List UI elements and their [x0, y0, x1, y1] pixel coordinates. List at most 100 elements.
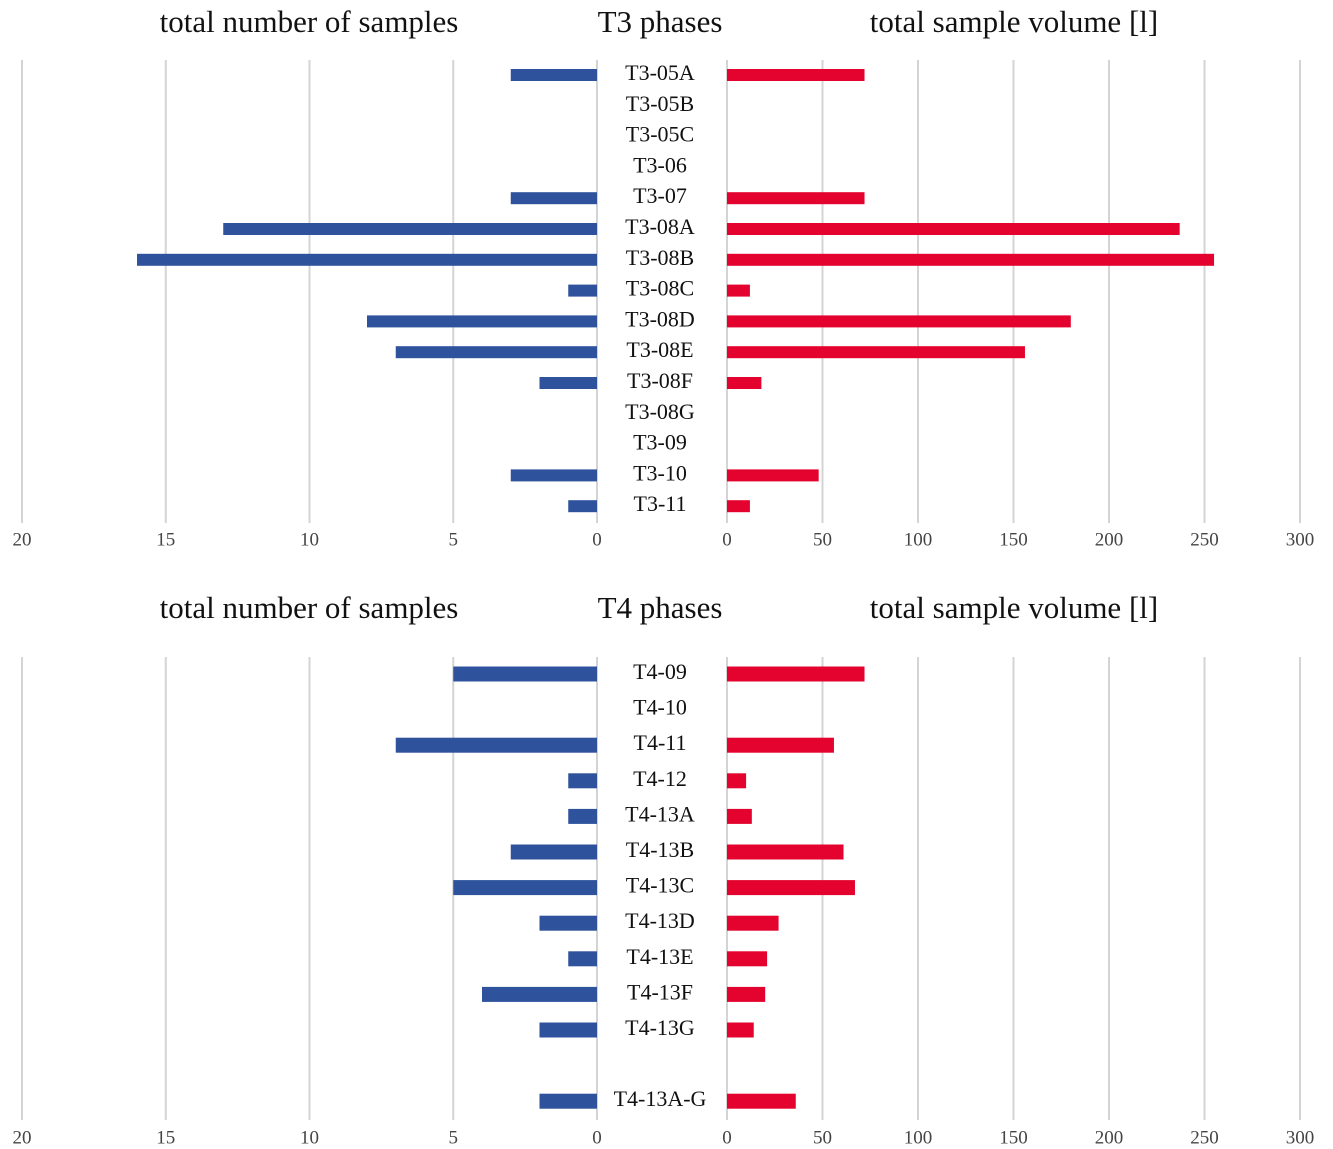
bar-right-T3-07	[727, 192, 865, 205]
category-label: T4-13A	[625, 801, 695, 826]
category-label: T3-11	[634, 491, 687, 516]
category-label: T3-05C	[626, 122, 694, 147]
bar-left-T3-10	[510, 469, 597, 482]
category-label: T4-10	[633, 695, 687, 720]
bar-right-T4-13A-G	[727, 1093, 796, 1109]
bar-right-T3-08B	[727, 253, 1215, 266]
bar-left-T3-08D	[367, 315, 597, 328]
bar-right-T4-13D	[727, 915, 779, 931]
chart-title: T3 phases	[598, 4, 723, 39]
left-axis-title: total number of samples	[160, 4, 459, 39]
category-label: T4-09	[633, 659, 687, 684]
right-tick-label: 150	[999, 1127, 1028, 1148]
left-tick-label: 10	[300, 529, 319, 550]
left-tick-label: 15	[156, 529, 175, 550]
left-tick-label: 5	[449, 1127, 459, 1148]
bar-right-T4-13A	[727, 808, 752, 824]
category-label: T4-12	[633, 766, 687, 791]
bar-right-T4-12	[727, 773, 747, 789]
chart-title: T4 phases	[598, 590, 723, 625]
right-tick-label: 250	[1190, 1127, 1219, 1148]
category-label: T3-08F	[627, 368, 693, 393]
bar-left-T3-08A	[223, 223, 597, 235]
category-label: T3-05A	[625, 60, 695, 85]
bar-left-T4-13C	[453, 880, 597, 896]
right-tick-label: 300	[1286, 1127, 1315, 1148]
category-label: T4-13E	[626, 944, 693, 969]
bar-left-T3-08F	[539, 377, 597, 389]
category-label: T3-08A	[625, 214, 695, 239]
bar-right-T3-08E	[727, 346, 1025, 359]
bar-right-T3-08A	[727, 223, 1180, 235]
category-label: T4-13F	[627, 979, 693, 1004]
category-label: T3-08B	[626, 245, 694, 270]
category-label: T3-08G	[625, 399, 695, 424]
right-tick-label: 200	[1095, 529, 1124, 550]
bar-right-T4-13C	[727, 880, 855, 896]
right-tick-label: 50	[813, 529, 832, 550]
category-label: T3-07	[633, 183, 687, 208]
left-tick-label: 0	[592, 1127, 602, 1148]
right-tick-label: 300	[1286, 529, 1315, 550]
left-tick-label: 20	[13, 529, 32, 550]
category-label: T3-10	[633, 460, 687, 485]
bar-left-T4-13B	[510, 844, 597, 860]
bar-right-T4-13G	[727, 1022, 754, 1038]
category-label: T3-06	[633, 152, 687, 177]
bar-left-T4-13D	[539, 915, 597, 931]
category-label: T4-13G	[625, 1015, 695, 1040]
bar-left-T3-11	[568, 500, 597, 513]
right-tick-label: 150	[999, 529, 1028, 550]
left-axis-title: total number of samples	[160, 590, 459, 625]
bar-left-T3-08C	[568, 284, 597, 297]
category-label: T3-09	[633, 430, 687, 455]
bar-left-T4-13E	[568, 951, 597, 967]
bar-right-T3-05A	[727, 69, 865, 81]
left-tick-label: 15	[156, 1127, 175, 1148]
right-tick-label: 250	[1190, 529, 1219, 550]
left-tick-label: 0	[592, 529, 602, 550]
right-tick-label: 200	[1095, 1127, 1124, 1148]
right-tick-label: 0	[722, 1127, 732, 1148]
bar-left-T4-13F	[482, 986, 597, 1002]
right-tick-label: 0	[722, 529, 732, 550]
bar-right-T4-09	[727, 666, 865, 682]
bar-right-T3-08D	[727, 315, 1071, 328]
bar-right-T3-08C	[727, 284, 750, 297]
left-tick-label: 20	[13, 1127, 32, 1148]
bar-left-T3-05A	[510, 69, 597, 81]
bar-right-T3-08F	[727, 377, 762, 389]
right-axis-title: total sample volume [l]	[870, 590, 1158, 625]
bar-right-T3-11	[727, 500, 750, 513]
category-label: T3-05B	[626, 91, 694, 116]
category-label: T4-11	[634, 730, 687, 755]
bar-right-T3-10	[727, 469, 819, 482]
bar-right-T4-11	[727, 737, 834, 753]
category-label: T4-13C	[626, 873, 694, 898]
bar-left-T4-12	[568, 773, 597, 789]
bar-left-T3-07	[510, 192, 597, 205]
bar-left-T4-09	[453, 666, 597, 682]
category-label: T3-08D	[625, 306, 695, 331]
bar-left-T3-08E	[395, 346, 597, 359]
bar-left-T4-13A	[568, 808, 597, 824]
category-label: T4-13D	[625, 908, 695, 933]
bar-right-T4-13B	[727, 844, 844, 860]
bar-right-T4-13E	[727, 951, 768, 967]
category-label: T4-13B	[626, 837, 694, 862]
bar-left-T3-08B	[137, 253, 597, 266]
category-label: T3-08C	[626, 276, 694, 301]
right-tick-label: 50	[813, 1127, 832, 1148]
right-axis-title: total sample volume [l]	[870, 4, 1158, 39]
bar-left-T4-11	[395, 737, 597, 753]
left-tick-label: 10	[300, 1127, 319, 1148]
right-tick-label: 100	[904, 1127, 933, 1148]
bar-left-T4-13A-G	[539, 1093, 597, 1109]
bar-left-T4-13G	[539, 1022, 597, 1038]
category-label: T3-08E	[626, 337, 693, 362]
right-tick-label: 100	[904, 529, 933, 550]
bar-right-T4-13F	[727, 986, 766, 1002]
category-label: T4-13A-G	[614, 1086, 707, 1111]
